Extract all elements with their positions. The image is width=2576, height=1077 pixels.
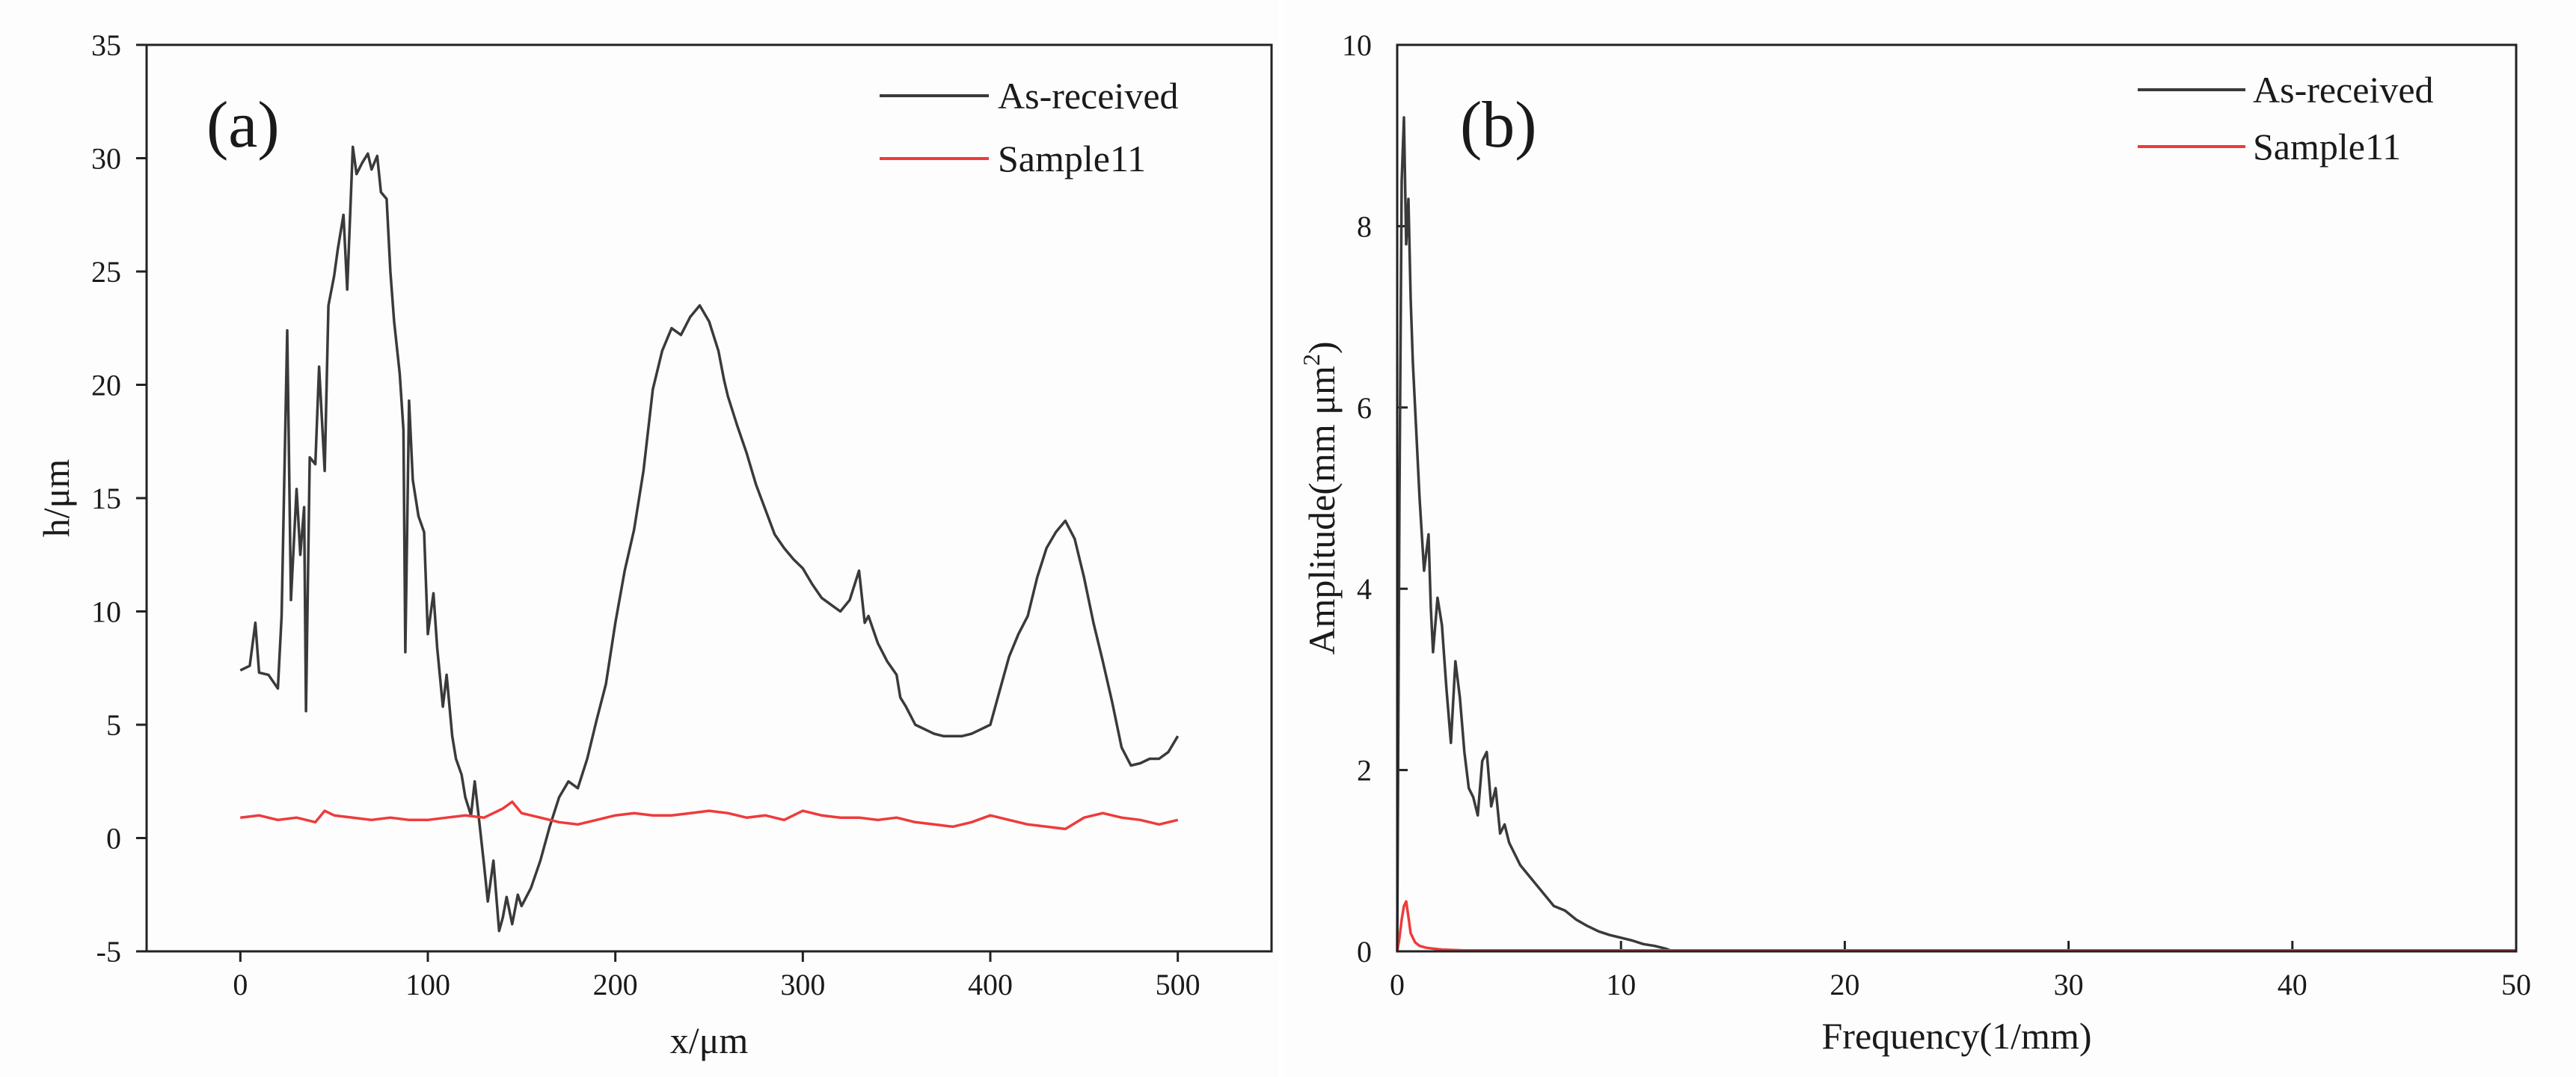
- chart-b-panel-label: (b): [1460, 89, 1537, 162]
- x-tick-label-40: 40: [2278, 968, 2307, 1001]
- chart-b-legend: As-received Sample11: [2138, 69, 2434, 168]
- y-tick-label-5: 5: [106, 708, 121, 742]
- panel-b: 0 10 20 30 40 50 0 2 4 6 8 10 Frequency(1/mm) Ampli…: [1284, 0, 2576, 1077]
- chart-a-y-axis-title: h/μm: [35, 459, 77, 538]
- series-line-as-received: [1396, 116, 2516, 952]
- legend-label-as-received: As-received: [2253, 69, 2434, 111]
- x-tick-label-300: 300: [780, 968, 825, 1001]
- y-tick-label-5: -5: [96, 935, 121, 969]
- chart-a-legend: As-received Sample11: [880, 75, 1179, 180]
- y-tick-label-0: 0: [106, 822, 121, 856]
- chart-b-ticks: [1396, 43, 2518, 953]
- y-tick-label-30: 30: [91, 142, 121, 176]
- series-line-sample11: [240, 800, 1179, 831]
- chart-a-panel-label: (a): [206, 89, 280, 162]
- x-tick-label-30: 30: [2054, 968, 2084, 1001]
- chart-b-y-axis-title-close: ): [1301, 341, 1343, 354]
- x-tick-label-0: 0: [233, 968, 248, 1001]
- y-tick-label-6: 6: [1357, 391, 1372, 425]
- chart-b-y-axis-title: Amplitude(mm μm2): [1298, 341, 1343, 654]
- chart-a-series: [239, 145, 1180, 933]
- chart-a-svg: 0 100 200 300 400 500 -5 0 5 10 15 20 25 30 35 x/μm h/…: [35, 28, 1273, 1061]
- chart-b-plot-frame: [1396, 43, 2518, 953]
- chart-b-tick-labels: 0 10 20 30 40 50 0 2 4 6 8 10: [1342, 28, 2531, 1001]
- legend-label-sample11: Sample11: [998, 138, 1146, 180]
- chart-b-series: [1396, 116, 2516, 952]
- y-tick-label-8: 8: [1357, 209, 1372, 243]
- panel-a: 0 100 200 300 400 500 -5 0 5 10 15 20 25 30 35 x/μm h/…: [0, 0, 1279, 1077]
- x-tick-label-10: 10: [1606, 968, 1636, 1001]
- chart-a-tick-labels: 0 100 200 300 400 500 -5 0 5 10 15 20 25 30 35: [91, 28, 1200, 1001]
- y-tick-label-2: 2: [1357, 754, 1372, 788]
- chart-a-x-axis-title: x/μm: [670, 1019, 749, 1061]
- y-tick-label-35: 35: [91, 28, 121, 62]
- x-tick-label-50: 50: [2501, 968, 2531, 1001]
- y-tick-label-15: 15: [91, 482, 121, 515]
- y-tick-label-10: 10: [1342, 28, 1372, 62]
- chart-a-ticks: [136, 43, 1180, 962]
- chart-a-plot-frame: [145, 43, 1273, 953]
- legend-label-sample11: Sample11: [2253, 126, 2401, 168]
- chart-b-svg: 0 10 20 30 40 50 0 2 4 6 8 10 Frequency(1/mm) Ampli…: [1298, 28, 2531, 1057]
- x-tick-label-200: 200: [593, 968, 638, 1001]
- series-line-sample11: [1396, 900, 2516, 952]
- x-tick-label-500: 500: [1156, 968, 1200, 1001]
- chart-b-y-axis-title-main: Amplitude(mm μm: [1301, 366, 1343, 655]
- x-tick-label-100: 100: [405, 968, 450, 1001]
- y-tick-label-0: 0: [1357, 935, 1372, 969]
- chart-b-x-axis-title: Frequency(1/mm): [1821, 1015, 2091, 1057]
- x-tick-label-20: 20: [1830, 968, 1859, 1001]
- series-line-as-received: [239, 145, 1180, 933]
- legend-label-as-received: As-received: [998, 75, 1179, 117]
- chart-b-y-axis-title-superscript: 2: [1298, 354, 1325, 366]
- y-tick-label-4: 4: [1357, 572, 1372, 606]
- x-tick-label-0: 0: [1390, 968, 1405, 1001]
- y-tick-label-10: 10: [91, 595, 121, 629]
- y-tick-label-25: 25: [91, 255, 121, 289]
- y-tick-label-20: 20: [91, 369, 121, 402]
- x-tick-label-400: 400: [968, 968, 1013, 1001]
